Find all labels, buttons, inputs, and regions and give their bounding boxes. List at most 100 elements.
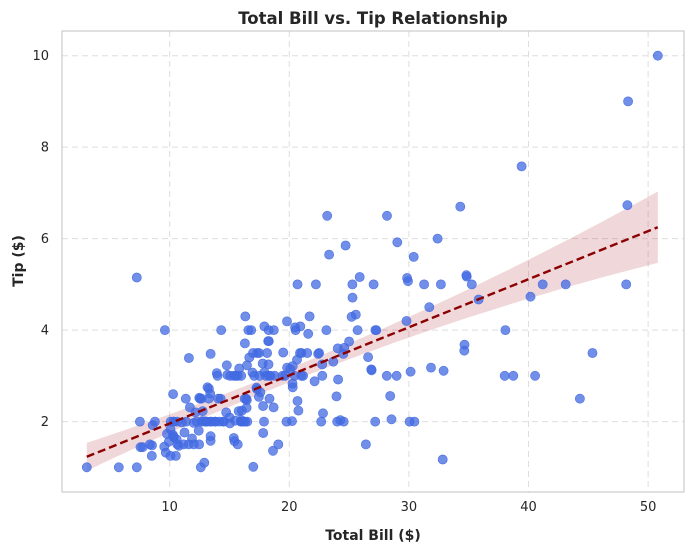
data-point <box>147 420 158 431</box>
data-point <box>587 348 598 358</box>
data-point <box>289 370 300 381</box>
data-point <box>313 348 324 359</box>
data-point <box>240 311 251 322</box>
confidence-band-layer <box>86 191 658 471</box>
data-point <box>216 325 227 335</box>
data-point <box>264 393 275 404</box>
data-point <box>262 348 272 358</box>
data-point <box>239 393 250 404</box>
data-point <box>203 393 214 404</box>
chart-title: Total Bill vs. Tip Relationship <box>238 9 508 28</box>
data-point <box>352 325 363 335</box>
data-point <box>248 461 259 472</box>
plot-frame <box>61 30 685 493</box>
data-point <box>354 272 365 282</box>
data-point <box>459 339 470 350</box>
data-point <box>340 240 351 251</box>
data-point <box>81 462 92 473</box>
data-point <box>386 414 397 425</box>
x-tick-label: 50 <box>640 500 657 515</box>
data-point <box>347 292 358 303</box>
data-point <box>268 325 279 335</box>
data-point <box>292 279 303 290</box>
y-axis-label: Tip ($) <box>11 235 27 287</box>
data-point <box>317 370 328 381</box>
data-point <box>385 391 396 401</box>
y-tick-label: 8 <box>41 141 49 156</box>
data-point <box>193 425 204 436</box>
data-point <box>432 233 443 244</box>
data-point <box>344 336 354 347</box>
data-point <box>165 450 176 461</box>
data-point <box>230 415 241 426</box>
data-point <box>332 416 343 427</box>
data-point <box>292 396 303 406</box>
data-point <box>168 389 178 399</box>
data-point <box>263 359 274 370</box>
data-point <box>401 316 412 326</box>
data-point <box>324 249 334 260</box>
data-point <box>195 462 206 473</box>
data-point <box>435 279 446 290</box>
data-point <box>316 416 327 427</box>
data-point <box>205 435 216 446</box>
data-point <box>278 347 289 358</box>
data-point <box>259 416 269 427</box>
data-point <box>438 365 449 376</box>
data-point <box>623 96 633 107</box>
data-point <box>368 279 379 290</box>
data-point <box>331 391 342 402</box>
data-point <box>180 393 191 404</box>
data-point <box>212 370 223 381</box>
data-point <box>238 416 249 427</box>
data-point <box>281 416 292 427</box>
data-point <box>310 279 321 290</box>
data-point <box>146 450 157 461</box>
y-tick-label: 6 <box>41 232 49 247</box>
data-point <box>499 370 510 381</box>
data-point <box>408 251 419 262</box>
data-point <box>560 279 571 290</box>
data-point <box>333 374 343 385</box>
data-point <box>263 336 274 346</box>
data-point <box>268 445 278 456</box>
data-point <box>205 348 216 359</box>
data-point <box>290 325 301 335</box>
data-point <box>131 462 142 473</box>
data-point <box>162 428 172 439</box>
data-point <box>391 370 402 381</box>
data-point <box>173 440 184 451</box>
data-point <box>269 370 280 381</box>
x-tick-label: 10 <box>161 500 178 515</box>
data-point <box>194 439 204 450</box>
data-point <box>652 50 663 61</box>
data-point <box>466 279 477 290</box>
data-point <box>282 316 292 327</box>
data-point <box>268 402 279 413</box>
data-point <box>221 407 232 418</box>
regression-line <box>86 226 659 458</box>
data-point <box>366 364 377 375</box>
data-point <box>137 442 148 453</box>
data-point <box>402 273 412 283</box>
data-point <box>322 210 333 221</box>
data-point <box>293 405 304 416</box>
data-point <box>525 291 536 302</box>
data-point <box>285 364 296 374</box>
data-point <box>530 370 540 381</box>
data-point <box>382 210 392 221</box>
x-tick-label: 20 <box>281 500 298 515</box>
x-axis-ticks: 10 20 30 40 50 <box>161 500 656 515</box>
data-point <box>243 325 254 335</box>
confidence-band <box>86 191 658 471</box>
data-point <box>239 338 250 349</box>
data-point <box>405 366 416 377</box>
data-point <box>455 201 466 212</box>
data-point <box>508 370 519 381</box>
data-point <box>516 161 527 172</box>
data-point <box>426 362 436 373</box>
data-point <box>360 439 371 450</box>
data-point <box>309 376 320 387</box>
data-point <box>371 325 382 335</box>
